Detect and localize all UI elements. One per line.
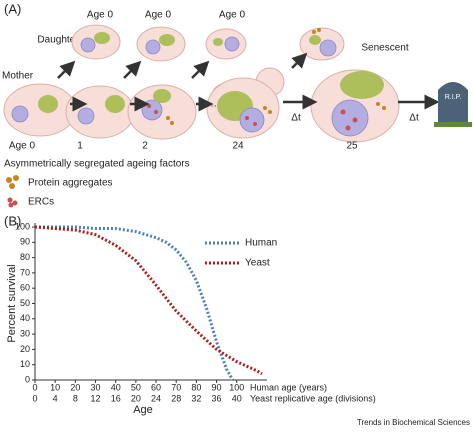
arrows: ··· <box>57 52 440 112</box>
x-tick-label: 60 <box>151 382 161 392</box>
x-tick-label: 90 <box>212 382 222 392</box>
daughter-label: Daughter <box>37 35 79 46</box>
y-tick-label: 30 <box>20 328 30 338</box>
tombstone-text: R.I.P. <box>445 94 462 101</box>
daughter-cells <box>71 24 345 62</box>
y-tick-label: 40 <box>20 313 30 323</box>
x2-tick-label: 40 <box>232 393 242 403</box>
x-axis-label: Human age (years) <box>250 382 327 392</box>
legend-label: Human <box>245 238 277 249</box>
x2-tick-label: 0 <box>32 393 37 403</box>
age-label: Age 0 <box>87 10 114 21</box>
x2-tick-label: 36 <box>212 393 222 403</box>
x-tick-label: 40 <box>111 382 121 392</box>
footer: Trends in Biochemical Sciences <box>357 418 470 427</box>
age-label: 25 <box>346 141 358 152</box>
delta-t: Δt <box>291 113 301 124</box>
x2-tick-label: 32 <box>191 393 201 403</box>
tombstone <box>438 82 468 124</box>
legend-label: Yeast <box>245 258 270 269</box>
grass <box>434 122 472 127</box>
y-tick-label: 0 <box>25 374 30 384</box>
x-tick-label: 100 <box>229 382 244 392</box>
x2-tick-label: 8 <box>73 393 78 403</box>
panel-a: (A) Age 0 Age 0 Age 0 Daughter Mother Se… <box>2 1 472 208</box>
x2-tick-label: 12 <box>91 393 101 403</box>
mother-label: Mother <box>2 71 34 82</box>
age-label: Age 0 <box>9 141 36 152</box>
x2-tick-label: 16 <box>111 393 121 403</box>
x2-tick-label: 20 <box>131 393 141 403</box>
age-label: Age 0 <box>219 10 246 21</box>
x2-axis-label: Yeast replicative age (divisions) <box>250 393 376 403</box>
legend-item: Protein aggregates <box>28 178 113 189</box>
y-title: Percent survival <box>6 264 18 342</box>
x2-tick-label: 24 <box>151 393 161 403</box>
y-tick-label: 60 <box>20 283 30 293</box>
age-label: Age 0 <box>145 10 172 21</box>
delta-t: Δt <box>409 113 419 124</box>
legend-item: ERCs <box>28 197 54 208</box>
x-tick-label: 30 <box>91 382 101 392</box>
senescent-label: Senescent <box>361 43 408 54</box>
survival-line <box>34 225 263 376</box>
y-tick-label: 80 <box>20 252 30 262</box>
x2-tick-label: 28 <box>171 393 181 403</box>
x-tick-label: 0 <box>32 382 37 392</box>
legend-title: Asymmetrically segregated ageing factors <box>4 159 190 170</box>
age-label: 1 <box>77 141 83 152</box>
x-tick-label: 20 <box>70 382 80 392</box>
mother-cells <box>3 67 400 143</box>
y-tick-label: 50 <box>20 298 30 308</box>
y-tick-label: 100 <box>15 221 30 231</box>
survival-line <box>35 225 235 381</box>
age-label: 2 <box>142 141 148 152</box>
ellipsis: ··· <box>207 101 217 112</box>
x-title: Age <box>133 404 153 416</box>
x-tick-label: 70 <box>171 382 181 392</box>
x-tick-label: 10 <box>50 382 60 392</box>
y-tick-label: 20 <box>20 344 30 354</box>
panel-label: (B) <box>4 213 21 228</box>
x-tick-label: 80 <box>191 382 201 392</box>
x-tick-label: 50 <box>131 382 141 392</box>
panel-label: (A) <box>4 1 21 16</box>
y-tick-label: 70 <box>20 267 30 277</box>
y-tick-label: 10 <box>20 359 30 369</box>
age-label: 24 <box>232 141 244 152</box>
y-tick-label: 90 <box>20 237 30 247</box>
x2-tick-label: 4 <box>53 393 58 403</box>
